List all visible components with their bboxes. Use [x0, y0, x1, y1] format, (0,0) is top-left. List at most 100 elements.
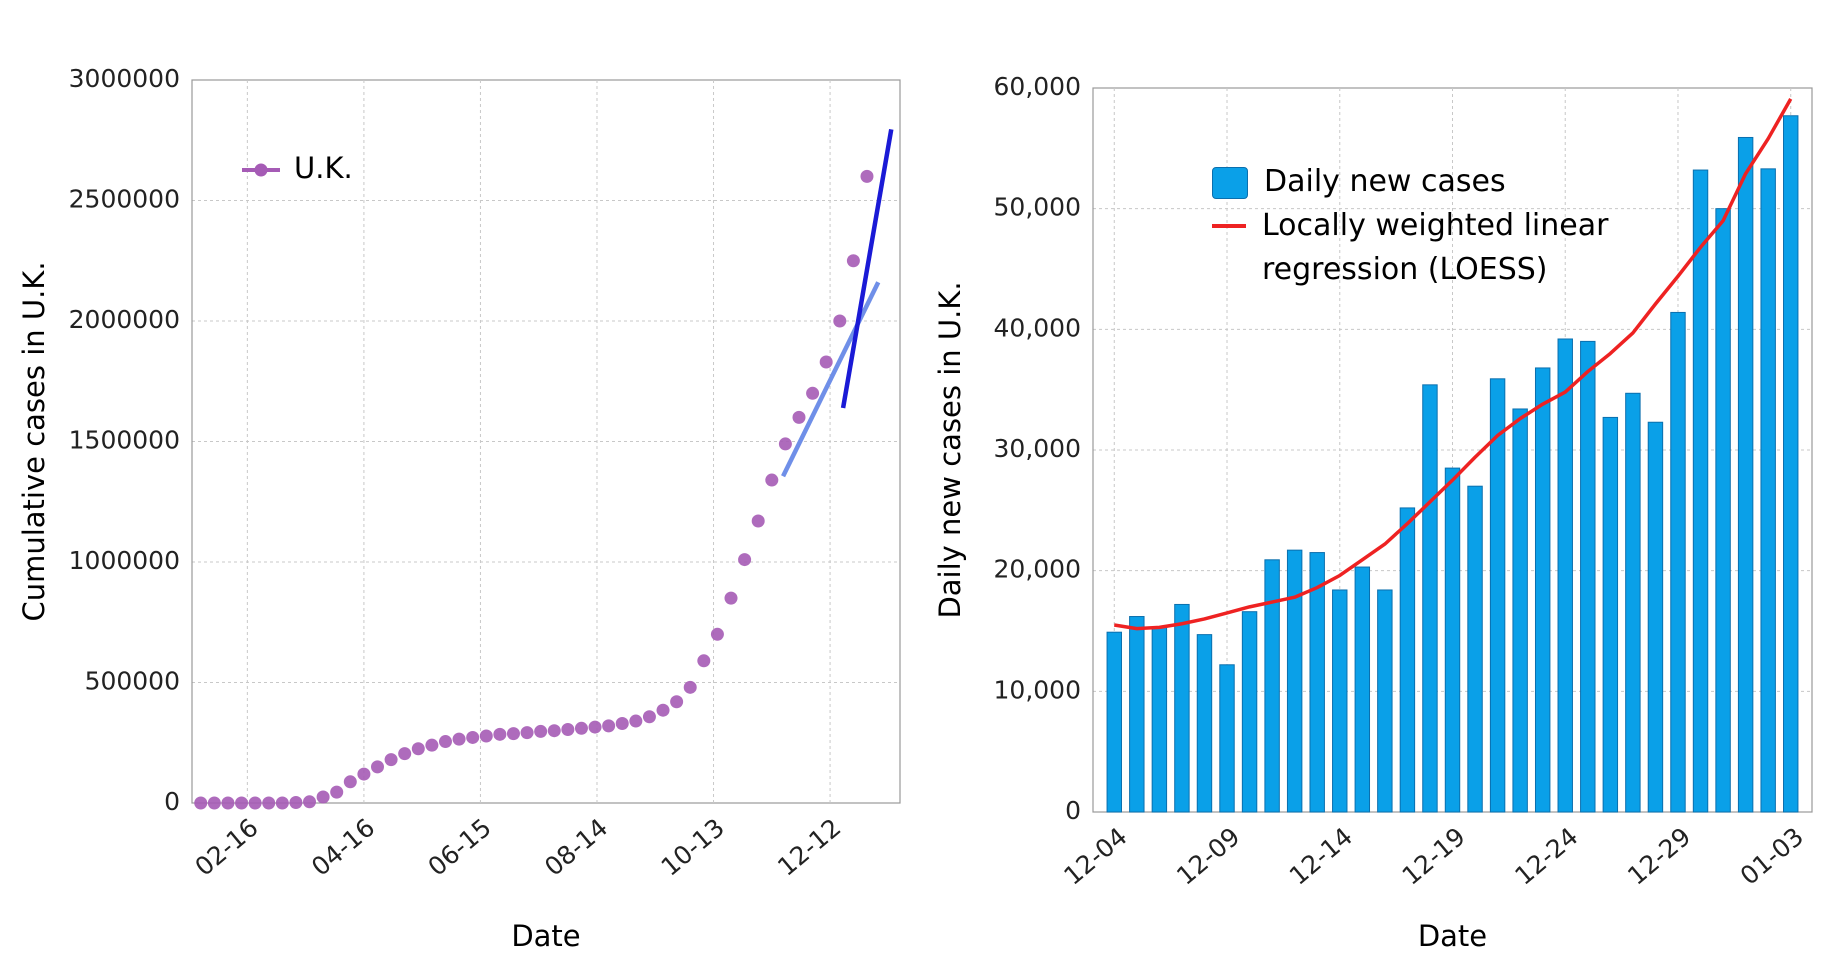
x-tick-label: 12-14 — [1284, 822, 1358, 891]
legend-marker — [254, 163, 268, 177]
data-point — [697, 654, 711, 668]
bar — [1309, 552, 1325, 813]
data-point — [710, 627, 724, 641]
bar — [1737, 136, 1754, 813]
bar — [1106, 631, 1122, 813]
data-point — [207, 796, 221, 810]
bar — [1151, 626, 1168, 813]
bar — [1332, 589, 1348, 813]
data-point — [806, 386, 820, 400]
data-point — [819, 355, 833, 369]
x-tick-label: 06-15 — [423, 813, 497, 882]
data-point — [656, 703, 670, 717]
x-tick-label: 12-12 — [772, 813, 846, 882]
data-point — [438, 735, 452, 749]
y-tick-label: 60,000 — [994, 72, 1081, 101]
plot-frame — [191, 79, 901, 804]
bar — [1219, 664, 1235, 813]
data-point — [670, 695, 684, 709]
y-tick-label: 40,000 — [994, 313, 1081, 342]
data-point — [520, 726, 534, 740]
bar — [1647, 421, 1664, 813]
x-tick-label: 12-19 — [1397, 822, 1471, 891]
bar — [1377, 589, 1393, 813]
x-tick-label: 10-13 — [656, 813, 730, 882]
x-tick-label: 12-29 — [1622, 822, 1696, 891]
data-point — [615, 716, 629, 730]
bar — [1670, 311, 1686, 813]
x-tick-label: 08-14 — [539, 813, 613, 882]
data-point — [724, 591, 738, 605]
bar — [1174, 603, 1190, 813]
data-point — [275, 796, 289, 810]
data-point — [425, 738, 439, 752]
data-point — [194, 796, 208, 810]
legend-label: Daily new cases — [1264, 164, 1506, 199]
legend-entry: Locally weighted linear regression (LOES… — [1212, 204, 1632, 292]
y-tick-label: 30,000 — [994, 434, 1081, 463]
y-tick-label: 2500000 — [69, 185, 180, 214]
x-tick-label: 04-16 — [306, 813, 380, 882]
data-point — [778, 437, 792, 451]
bar — [1580, 340, 1596, 813]
x-tick-label: 12-09 — [1171, 822, 1245, 891]
legend-label: U.K. — [294, 151, 353, 185]
bar — [1354, 566, 1371, 813]
data-point — [479, 729, 493, 743]
bar — [1264, 559, 1280, 813]
bar — [1783, 115, 1799, 813]
data-point — [221, 796, 235, 810]
y-tick-label: 50,000 — [994, 193, 1081, 222]
fit-line — [781, 281, 881, 478]
data-point — [506, 727, 520, 741]
y-tick-label: 3000000 — [69, 64, 180, 93]
bar — [1602, 416, 1619, 813]
bar — [1625, 392, 1641, 813]
x-tick-label: 02-16 — [189, 813, 263, 882]
bar — [1129, 616, 1145, 813]
data-point — [534, 724, 548, 738]
data-point — [683, 680, 697, 694]
loess-line — [1113, 97, 1793, 631]
y-tick-label: 0 — [164, 787, 180, 816]
data-point — [289, 796, 303, 810]
data-point — [262, 796, 276, 810]
bar — [1512, 408, 1528, 813]
y-tick-label: 1000000 — [69, 546, 180, 575]
data-point — [751, 514, 765, 528]
bar — [1422, 384, 1438, 813]
bar — [1241, 611, 1258, 813]
data-point — [370, 760, 384, 774]
bar — [1489, 378, 1506, 813]
data-point — [493, 727, 507, 741]
data-point — [738, 553, 752, 567]
data-point — [466, 730, 480, 744]
y-axis-title: Daily new cases in U.K. — [933, 281, 967, 618]
y-tick-label: 20,000 — [994, 555, 1081, 584]
bar — [1715, 208, 1731, 813]
legend-label: Locally weighted linear regression (LOES… — [1262, 208, 1609, 287]
data-point — [792, 410, 806, 424]
data-point — [574, 721, 588, 735]
data-point — [860, 169, 874, 183]
y-tick-label: 10,000 — [994, 675, 1081, 704]
data-point — [765, 473, 779, 487]
data-point — [411, 742, 425, 756]
legend-entry: Daily new cases — [1212, 160, 1632, 204]
legend-swatch — [1212, 167, 1248, 199]
bar — [1760, 168, 1776, 813]
fit-line — [840, 129, 894, 409]
data-point — [248, 796, 262, 810]
data-point — [629, 714, 643, 728]
data-point — [588, 720, 602, 734]
data-point — [846, 254, 860, 268]
data-point — [343, 775, 357, 789]
data-point — [316, 790, 330, 804]
bar — [1444, 467, 1461, 813]
y-tick-label: 1500000 — [69, 426, 180, 455]
data-point — [547, 724, 561, 738]
x-tick-label: 12-24 — [1509, 822, 1583, 891]
data-point — [602, 719, 616, 733]
data-point — [833, 314, 847, 328]
